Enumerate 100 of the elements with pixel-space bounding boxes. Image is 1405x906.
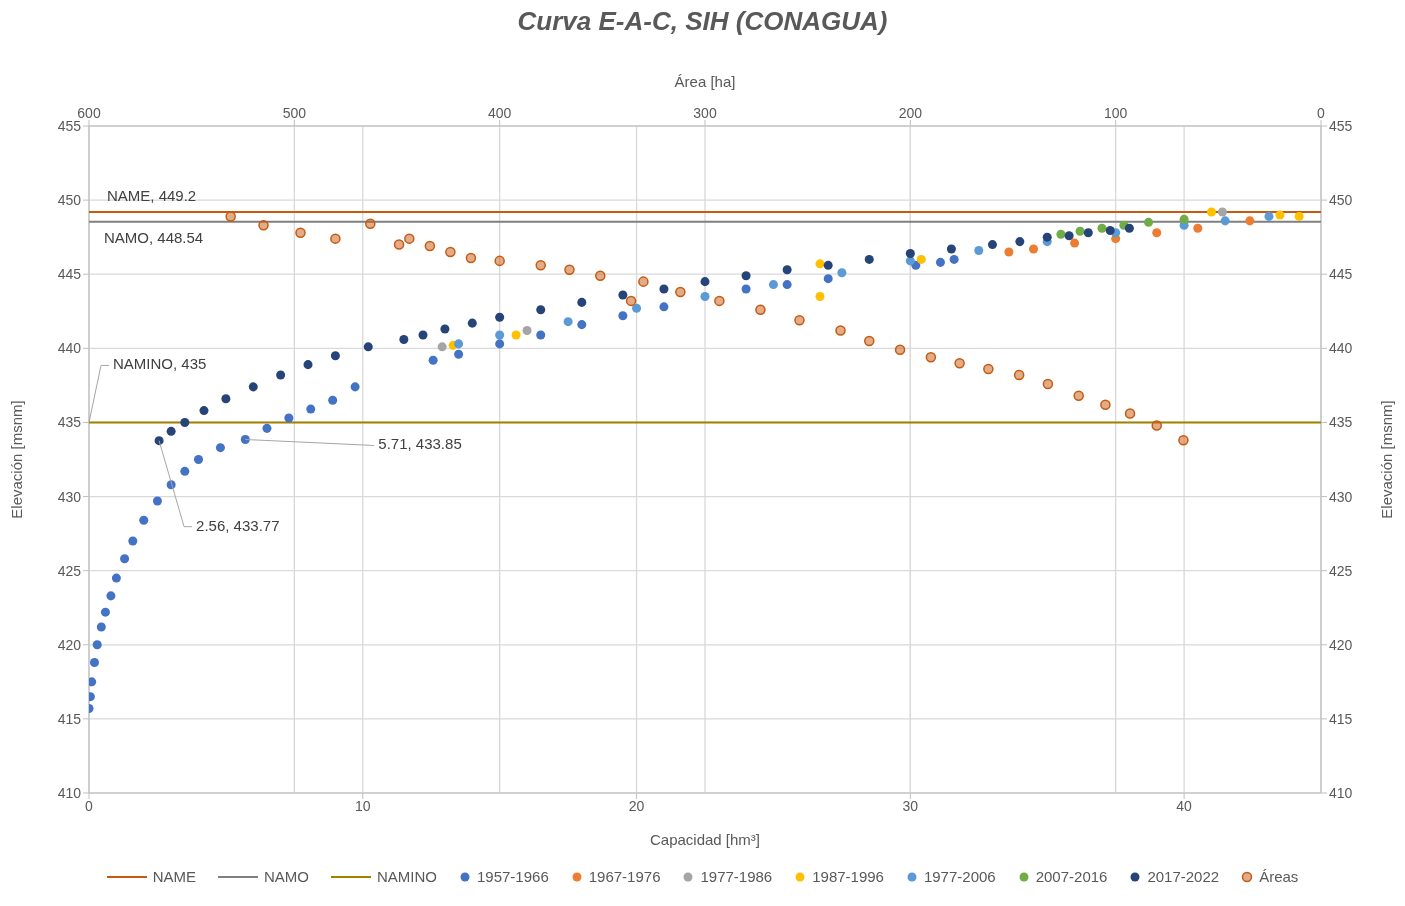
point [1294, 211, 1304, 221]
point [536, 330, 546, 340]
point [418, 330, 428, 340]
point [1042, 232, 1052, 242]
y2-tick-label: 450 [1329, 192, 1353, 209]
point [96, 622, 106, 632]
point [1105, 225, 1115, 235]
point [215, 443, 225, 453]
point [306, 404, 316, 414]
point [563, 317, 573, 327]
point [495, 339, 505, 349]
legend-label: 1977-1986 [700, 868, 773, 885]
point [128, 536, 138, 546]
point [328, 395, 338, 405]
y2-tick-label: 410 [1329, 784, 1353, 801]
y-tick-label: 415 [57, 710, 82, 727]
legend-label: 2017-2022 [1147, 868, 1220, 885]
point [782, 265, 792, 275]
point [837, 268, 847, 278]
point [768, 280, 778, 290]
point [511, 330, 521, 340]
point [1275, 210, 1285, 220]
y-tick-label: 445 [57, 266, 82, 283]
legend-label: Áreas [1259, 868, 1299, 885]
x2-tick-label: 0 [1317, 105, 1326, 121]
point [440, 324, 450, 334]
point [89, 658, 99, 668]
point [1152, 228, 1162, 238]
annotation: 5.71, 433.85 [378, 435, 462, 453]
point [1124, 223, 1134, 233]
point [166, 426, 176, 436]
point [454, 349, 464, 359]
point [632, 303, 642, 313]
point [100, 607, 110, 617]
point [659, 284, 669, 294]
point [1070, 238, 1080, 248]
point [815, 259, 825, 269]
point [1206, 207, 1216, 217]
y-tick-label: 440 [57, 340, 82, 357]
point [120, 554, 130, 564]
annotation: NAMINO, 435 [113, 355, 207, 373]
point [194, 454, 204, 465]
y-tick-label: 450 [57, 192, 82, 209]
point [1064, 231, 1074, 241]
point [1015, 237, 1025, 247]
point [577, 320, 587, 330]
point [180, 417, 190, 427]
point [823, 260, 833, 270]
point [89, 677, 97, 687]
point [1029, 244, 1039, 254]
y-tick-label: 425 [57, 562, 82, 579]
point [949, 254, 959, 264]
point [495, 330, 505, 340]
point [330, 351, 340, 361]
point [577, 297, 587, 307]
y2-axis-title: Elevación [msnm] [1378, 400, 1396, 519]
point [1220, 216, 1230, 226]
point [1144, 217, 1154, 227]
y2-tick-label: 440 [1329, 340, 1353, 357]
y2-tick-label: 435 [1329, 414, 1353, 431]
point [303, 360, 313, 370]
point [946, 244, 956, 254]
point [199, 406, 209, 416]
legend-label: NAMINO [377, 868, 437, 885]
x2-tick-label: 400 [487, 105, 512, 121]
point [522, 326, 532, 336]
y2-tick-label: 445 [1329, 266, 1353, 283]
legend-label: 1977-2006 [923, 868, 996, 885]
point [152, 496, 162, 506]
point [864, 254, 874, 264]
point [741, 271, 751, 281]
x2-tick-label: 300 [693, 105, 717, 121]
point [700, 291, 710, 301]
point [248, 382, 258, 392]
legend-label: 1967-1976 [588, 868, 661, 885]
point [92, 640, 102, 650]
x-tick-label: 0 [85, 797, 94, 814]
point [916, 254, 926, 264]
point [262, 423, 272, 433]
chart-title: Curva E-A-C, SIH (CONAGUA) [516, 6, 889, 38]
x2-tick-label: 500 [282, 105, 307, 121]
point [1217, 207, 1227, 217]
legend-label: NAME [152, 868, 196, 885]
point [1179, 214, 1189, 224]
point [139, 515, 149, 525]
point [1264, 211, 1274, 221]
y2-tick-label: 420 [1329, 636, 1353, 653]
point [974, 246, 984, 256]
annotation: NAMO, 448.54 [104, 228, 204, 246]
point [363, 342, 373, 352]
point [935, 257, 945, 267]
point [495, 312, 505, 322]
point [815, 291, 825, 301]
y2-tick-label: 425 [1329, 562, 1353, 579]
point [454, 339, 464, 349]
x-tick-label: 20 [628, 797, 645, 814]
point [437, 342, 447, 352]
point [618, 290, 628, 300]
y-tick-label: 410 [57, 784, 82, 801]
point [350, 382, 360, 392]
